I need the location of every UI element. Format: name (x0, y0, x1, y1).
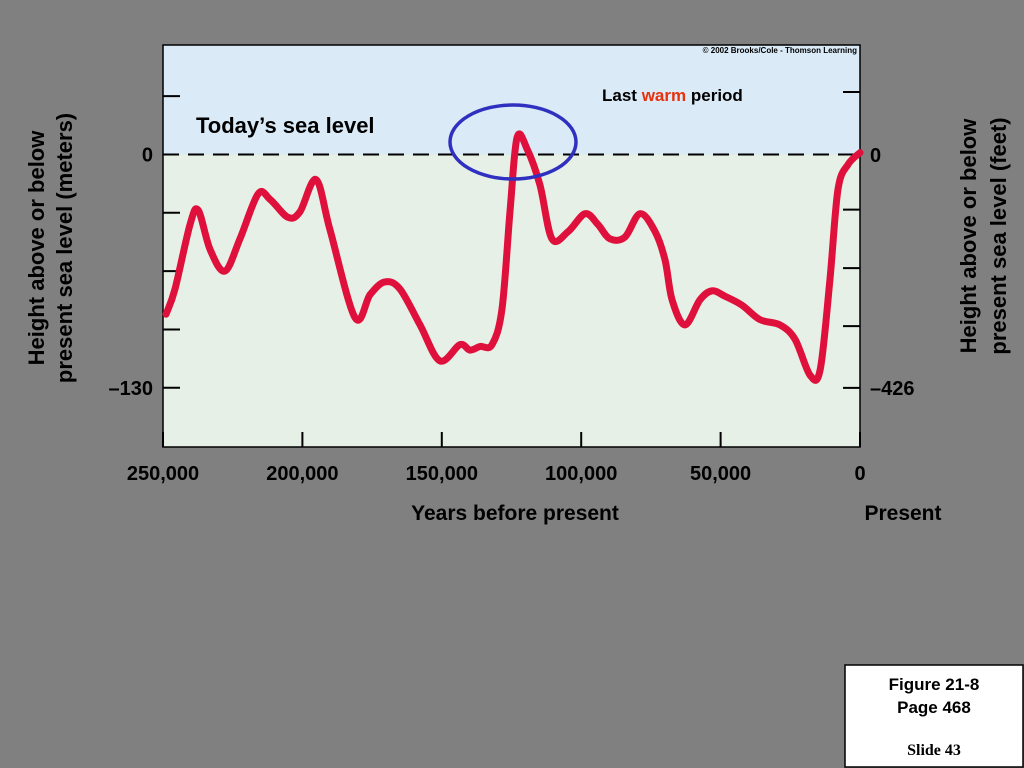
caption-box (844, 664, 1024, 768)
copyright: © 2002 Brooks/Cole - Thomson Learning (703, 46, 857, 55)
x-axis-label: Years before present (411, 502, 619, 525)
plot-frame (162, 44, 861, 448)
y-axis-label: Height above or below present sea level … (24, 113, 77, 383)
x-tick-label: 50,000 (690, 463, 751, 485)
highlight-ellipse (448, 103, 578, 181)
y2-axis-label-line: present sea level (feet) (986, 117, 1011, 354)
x-tick-label: 250,000 (127, 463, 199, 485)
annotation-part: warm (641, 86, 686, 105)
y-tick-label: –130 (109, 378, 154, 400)
y-tick-label: 0 (142, 144, 153, 166)
annotation: Today’s sea level (196, 113, 375, 138)
page-number: Page 468 (897, 698, 971, 717)
y2-axis-label: Height above or below present sea level … (956, 117, 1011, 354)
figure-number: Figure 21-8 (889, 675, 980, 694)
x-tick-label: 0 (854, 463, 865, 485)
x-tick-label: 150,000 (406, 463, 478, 485)
y-axis-label-line: present sea level (meters) (52, 113, 77, 383)
y2-axis-label-line: Height above or below (956, 118, 981, 354)
x-axis-end-label: Present (864, 502, 941, 525)
annotation-part: Last (602, 86, 637, 105)
annotation-part: period (691, 86, 743, 105)
slide-number: Slide 43 (907, 742, 961, 759)
y-axis-label-line: Height above or below (24, 130, 49, 366)
y2-tick-label: 0 (870, 145, 881, 167)
above-sea-level-area (163, 45, 860, 155)
x-tick-label: 200,000 (266, 463, 338, 485)
annotation: Last warm period (602, 86, 743, 105)
x-tick-label: 100,000 (545, 463, 617, 485)
y2-tick-label: –426 (870, 378, 915, 400)
sea-level-line (162, 130, 864, 384)
